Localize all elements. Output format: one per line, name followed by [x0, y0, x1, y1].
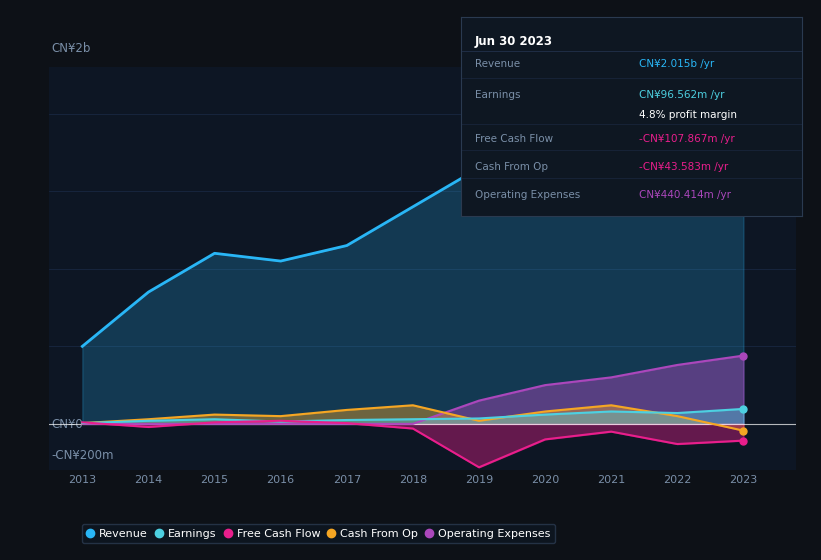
Text: CN¥96.562m /yr: CN¥96.562m /yr — [639, 90, 724, 100]
Text: CN¥2b: CN¥2b — [52, 42, 91, 55]
Text: Earnings: Earnings — [475, 90, 521, 100]
Text: Revenue: Revenue — [475, 59, 521, 68]
Text: Operating Expenses: Operating Expenses — [475, 190, 580, 200]
Text: CN¥2.015b /yr: CN¥2.015b /yr — [639, 59, 713, 68]
Text: -CN¥107.867m /yr: -CN¥107.867m /yr — [639, 134, 734, 144]
Text: 4.8% profit margin: 4.8% profit margin — [639, 110, 736, 120]
Text: Jun 30 2023: Jun 30 2023 — [475, 35, 553, 48]
Text: CN¥0: CN¥0 — [52, 418, 83, 431]
Text: Cash From Op: Cash From Op — [475, 162, 548, 172]
Legend: Revenue, Earnings, Free Cash Flow, Cash From Op, Operating Expenses: Revenue, Earnings, Free Cash Flow, Cash … — [81, 524, 555, 543]
Text: -CN¥43.583m /yr: -CN¥43.583m /yr — [639, 162, 728, 172]
Text: -CN¥200m: -CN¥200m — [52, 449, 114, 461]
Text: Free Cash Flow: Free Cash Flow — [475, 134, 553, 144]
Text: CN¥440.414m /yr: CN¥440.414m /yr — [639, 190, 731, 200]
